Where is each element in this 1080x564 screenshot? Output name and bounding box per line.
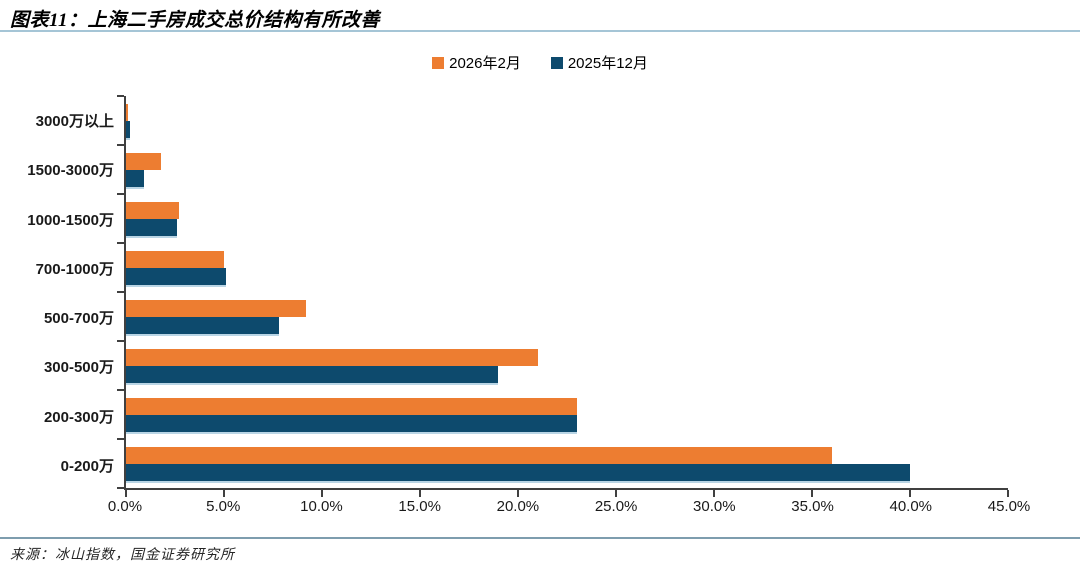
bar [126,103,128,121]
bar [126,397,577,415]
y-axis-labels: 3000万以上 1500-3000万 1000-1500万 700-1000万 500-… [0,96,114,490]
bar [126,446,832,464]
x-axis-tick [811,490,813,497]
x-axis-label: 45.0% [987,498,1031,515]
y-axis-tick [117,144,124,146]
legend-swatch-icon [550,56,563,69]
bar-group [126,96,1008,145]
y-axis-tick [117,291,124,293]
bar [126,201,179,219]
bar [126,348,538,366]
title-separator [0,30,1080,32]
bar-group [126,145,1008,194]
plot-area [117,95,1009,497]
footer-separator [0,537,1080,539]
bar-group [126,439,1008,488]
source-note: 来源：冰山指数，国金证券研究所 [10,548,235,563]
bar [126,152,162,170]
bar-group [126,341,1008,390]
bar-group [126,194,1008,243]
x-axis-tick [418,490,421,497]
x-axis-tick [615,490,617,497]
y-axis-label: 700-1000万 [35,260,114,278]
legend-item: 2026年2月 [432,52,521,73]
x-axis-label: 5.0% [206,498,241,515]
x-axis-label: 35.0% [791,498,834,515]
y-axis-tick [117,242,124,244]
chart-title: 图表11：上海二手房成交总价结构有所改善 [10,10,380,31]
y-axis-tick [117,193,124,195]
y-axis-label: 3000万以上 [35,113,114,131]
y-axis-label: 300-500万 [43,359,114,377]
y-axis-label: 1000-1500万 [27,211,114,229]
bar-group [126,390,1008,439]
y-axis-tick [117,389,124,391]
x-axis-tick [908,490,911,497]
legend-item: 2025年12月 [550,52,648,73]
legend-label: 2025年12月 [567,55,648,72]
x-axis-label: 10.0% [300,498,343,515]
chart-legend: 2026年2月 2025年12月 [0,52,1080,73]
bar [126,120,130,138]
bar [126,267,226,285]
y-axis-tick [117,95,124,97]
x-axis-tick [222,490,225,497]
y-axis-label: 1500-3000万 [27,162,114,180]
bar-group [126,292,1008,341]
y-axis-tick [117,340,124,342]
x-axis-label: 30.0% [693,498,736,515]
x-axis-tick [1007,490,1009,497]
bar [126,299,307,317]
y-axis-label: 0-200万 [60,457,114,475]
bar [126,316,279,334]
bar [126,169,144,187]
x-axis-label: 40.0% [889,498,933,515]
y-axis-tick [117,487,124,489]
x-axis-label: 25.0% [594,498,638,515]
legend-label: 2026年2月 [449,55,521,72]
x-axis-tick [320,490,323,497]
bar [126,218,177,236]
x-axis-labels: 0.0% 5.0% 10.0% 15.0% 20.0% 25.0% 30.0% 35.0% 40… [108,498,1030,518]
x-axis-label: 15.0% [398,498,441,515]
legend-swatch-icon [432,56,445,69]
x-axis-tick [125,490,127,497]
bar [126,463,910,481]
bar-group [126,243,1008,292]
bar [126,414,577,432]
y-axis-label: 500-700万 [43,310,114,328]
x-axis-tick [712,490,715,497]
y-axis-label: 200-300万 [43,408,114,426]
x-axis-label: 20.0% [496,498,540,515]
y-axis-tick [117,438,124,440]
x-axis-tick [516,490,519,497]
bar [126,250,224,268]
bar [126,365,499,383]
x-axis-label: 0.0% [107,498,143,515]
